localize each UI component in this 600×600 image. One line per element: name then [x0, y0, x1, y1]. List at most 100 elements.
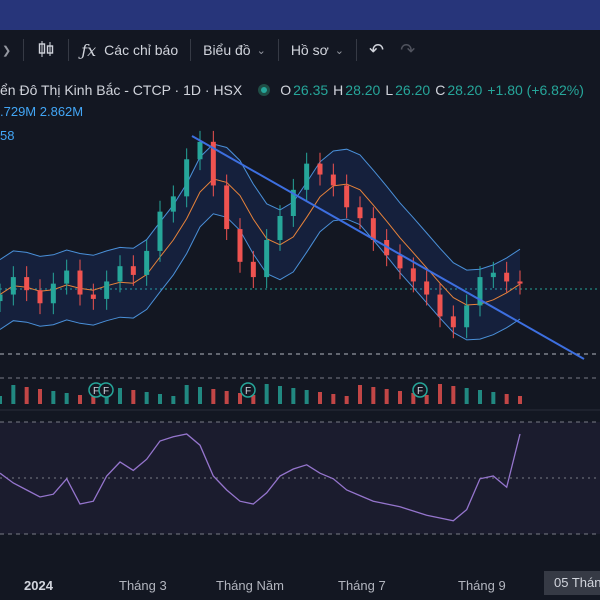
volume-bar: [144, 392, 149, 404]
volume-bar: [118, 388, 122, 404]
chevron-down-icon: ⌄: [256, 44, 266, 57]
open-label: O: [280, 82, 292, 98]
volume-bar: [384, 389, 389, 404]
top-band: [0, 0, 600, 30]
candle-body: [184, 159, 190, 197]
candle-body: [317, 163, 323, 175]
volume-bar: [38, 389, 42, 404]
volume-bar: [518, 396, 522, 404]
volume-bar: [198, 387, 202, 404]
open-value: 26.35: [293, 82, 329, 98]
xaxis-label: Tháng 7: [338, 578, 386, 593]
redo-button[interactable]: ↷: [392, 30, 423, 70]
chart-toolbar: ❯ ƒx Các chỉ báo Biểu đồ ⌄ Hồ sơ ⌄ ↶ ↷: [0, 30, 600, 70]
earnings-marker: [98, 382, 114, 398]
status-dot-icon: [258, 84, 271, 96]
volume-bar: [451, 386, 456, 404]
low-label: L: [385, 82, 394, 98]
chevron-down-icon: ⌄: [334, 44, 344, 57]
volume-bar: [171, 396, 176, 404]
volume-bar: [278, 386, 282, 404]
undo-icon: ↶: [369, 39, 385, 60]
volume-bar: [64, 393, 69, 404]
candle-body: [490, 272, 496, 278]
xaxis-label: Tháng 3: [119, 578, 167, 593]
indicators-button[interactable]: ƒx Các chỉ báo: [73, 30, 186, 70]
candles-icon: [36, 39, 56, 62]
volume-bar: [291, 388, 296, 404]
close-label: C: [435, 82, 446, 98]
candle-body: [24, 277, 30, 291]
indicator-legend: 58: [0, 128, 15, 143]
candle-body: [144, 250, 150, 275]
candle-body: [437, 294, 443, 317]
candle-body: [224, 185, 230, 230]
volume-bar: [264, 384, 269, 404]
candle-body: [277, 216, 283, 240]
volume-bar: [424, 395, 429, 404]
close-value: 28.20: [447, 82, 483, 98]
volume-bar: [411, 393, 416, 404]
candle-body: [50, 283, 56, 304]
chart-type-dropdown[interactable]: Biểu đồ ⌄: [195, 30, 274, 70]
undo-button[interactable]: ↶: [361, 30, 392, 70]
volume-bar: [131, 390, 136, 404]
volume-bar: [304, 390, 309, 404]
candle-body: [304, 163, 310, 190]
indicators-label: Các chỉ báo: [104, 42, 179, 58]
volume-bar: [331, 394, 336, 404]
xaxis-label: 2024: [24, 578, 53, 593]
low-value: 26.20: [395, 82, 431, 98]
candle-body: [424, 281, 430, 295]
candle-body: [64, 270, 70, 284]
volume-bar: [11, 385, 16, 404]
volume-bar: [371, 387, 376, 404]
candle-body: [197, 141, 203, 160]
volume-bar: [51, 391, 56, 404]
candle-body: [170, 196, 176, 212]
interval-dropdown[interactable]: ❯: [0, 30, 19, 70]
volume-bar: [358, 385, 362, 404]
earnings-marker-label: F: [103, 386, 109, 397]
moving-average-line: [0, 178, 521, 306]
candle-body: [370, 218, 376, 240]
volume-bar: [78, 395, 82, 404]
volume-bar: [251, 395, 256, 404]
candle-style-button[interactable]: [28, 30, 64, 70]
chevron-down-icon: ❯: [2, 44, 12, 57]
volume-bar: [504, 394, 509, 404]
earnings-marker: [412, 382, 428, 398]
symbol-legend: ển Đô Thị Kinh Bắc - CTCP · 1D · HSX O 26…: [0, 80, 600, 100]
candle-body: [344, 185, 350, 208]
volume-bar: [318, 392, 322, 404]
candle-body: [210, 141, 216, 186]
bollinger-upper-line: [0, 143, 521, 271]
xaxis-label: Tháng Năm: [216, 578, 284, 593]
candle-body: [330, 174, 336, 186]
profile-dropdown[interactable]: Hồ sơ ⌄: [283, 30, 352, 70]
candle-body: [450, 316, 456, 328]
candle-body: [237, 229, 243, 262]
volume-bar: [224, 391, 229, 404]
candle-body: [264, 240, 270, 278]
candle-body: [477, 277, 483, 306]
volume-bar: [184, 385, 189, 404]
candle-body: [357, 207, 363, 219]
earnings-marker-label: F: [245, 386, 251, 397]
toolbar-divider: [277, 39, 279, 61]
bollinger-lower-line: [0, 213, 521, 341]
volume-legend: .729M 2.862M: [0, 104, 84, 119]
redo-icon: ↷: [400, 39, 416, 60]
change-value: +1.80 (+6.82%): [487, 82, 584, 98]
candle-body: [90, 294, 96, 299]
symbol-title: ển Đô Thị Kinh Bắc - CTCP · 1D · HSX: [0, 82, 243, 98]
volume-bar: [478, 390, 482, 404]
chart-area[interactable]: [0, 70, 600, 600]
time-axis[interactable]: 2024 Tháng 3 Tháng Năm Tháng 7 Tháng 9: [0, 570, 600, 600]
candle-body: [0, 294, 3, 302]
rsi-line: [0, 433, 521, 522]
candle-body: [37, 290, 43, 304]
candle-body: [130, 266, 136, 275]
bollinger-band-fill: [0, 144, 520, 340]
